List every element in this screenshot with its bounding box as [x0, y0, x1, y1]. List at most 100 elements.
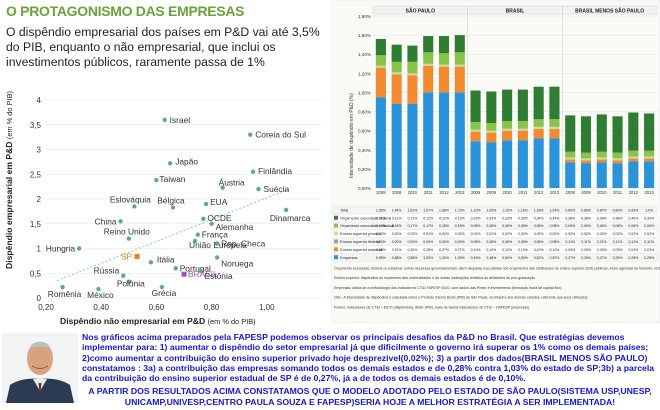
bar-x-tick: 2009	[487, 190, 497, 195]
bar-segment	[644, 150, 655, 157]
scatter-x-ticks: 0,20 0,40 0,60 0,80 1,00	[38, 303, 275, 312]
bar-segment	[391, 103, 402, 188]
scatter-y-axis-label: Dispêndio empresarial em P&D (em % do PI…	[4, 91, 14, 269]
table-cell: 0,08%	[518, 240, 528, 244]
bar-segment	[628, 158, 639, 162]
scatter-point-label: Polônia	[117, 279, 145, 289]
scatter-point-label: BRASIL	[188, 269, 218, 279]
bar-x-tick: 2008	[566, 190, 576, 195]
bar-segment	[502, 121, 513, 129]
bar-segment	[470, 90, 481, 123]
table-cell: 0,95%	[376, 256, 386, 260]
scatter-y-tick: 1	[37, 245, 42, 254]
table-cell: 0,02%	[581, 232, 591, 236]
scatter-y-tick: 4	[37, 96, 42, 105]
bar-segment	[486, 91, 497, 124]
scatter-point-label: OCDE	[207, 213, 232, 223]
bar-segment	[454, 92, 465, 188]
bar-y-tick: 0,60%	[358, 129, 371, 134]
table-cell: 0,02%	[644, 232, 654, 236]
bar-segment	[533, 138, 544, 188]
table-cell: 0,33%	[471, 216, 481, 220]
table-cell: 1,73%	[455, 208, 465, 212]
bar-panel-title: BRASIL MENOS SÃO PAULO	[575, 7, 644, 14]
bar-panel-title: BRASIL	[506, 8, 525, 14]
scatter-point-label: China	[95, 216, 117, 226]
scatter-point-label: Taiwan	[159, 174, 185, 184]
table-cell: 1,62%	[407, 208, 417, 212]
bar-segment	[517, 140, 528, 188]
bar-segment	[407, 103, 418, 188]
scatter-point	[76, 246, 82, 251]
bar-x-tick: 2009	[581, 190, 591, 195]
table-cell: 0,50%	[518, 256, 528, 260]
table-cell: 0,08%	[486, 224, 496, 228]
bar-segment	[375, 38, 386, 56]
bar-segment	[628, 156, 639, 159]
scatter-x-tick: 1,00	[259, 303, 275, 312]
table-cell: 0,03%	[644, 248, 654, 252]
scatter-y-tick: 2,5	[30, 170, 42, 179]
bar-x-tick: 2013	[550, 190, 560, 195]
bar-segment	[454, 35, 465, 53]
bar-x-tick: 2009	[392, 190, 402, 195]
bar-y-tick: 0,40%	[358, 148, 371, 153]
table-cell: 0,17%	[423, 224, 433, 228]
bar-segment	[375, 67, 386, 98]
table-row-label: Orçamento executado estadual	[340, 223, 394, 228]
bar-segment	[407, 75, 418, 104]
scatter-point-label: Estônia	[205, 271, 233, 281]
bar-y-tick: 1,20%	[358, 71, 371, 76]
table-cell: 0,28%	[423, 248, 433, 252]
bar-y-axis-label: Intensidade de dispêndio em P&D (%)	[349, 93, 355, 178]
table-cell: 0,08%	[486, 240, 496, 244]
table-cell: 1,56%	[376, 208, 386, 212]
table-cell: 0,02%	[628, 232, 638, 236]
table-row	[332, 253, 658, 262]
legend-swatch	[334, 223, 338, 228]
table-cell: 0,02%	[439, 232, 449, 236]
scatter-point	[220, 185, 225, 190]
table-cell: 0,52%	[534, 256, 544, 260]
table-cell: 0,10%	[518, 248, 528, 252]
bar-y-tick: 1,40%	[358, 52, 371, 57]
bar-segment	[438, 66, 450, 93]
table-cell: 0,27%	[439, 248, 449, 252]
bar-segment	[391, 74, 402, 104]
scatter-point-label: SP	[121, 251, 133, 261]
bar-segment	[470, 129, 481, 132]
table-cell: 0,00%	[407, 240, 417, 244]
bar-segment	[470, 122, 481, 130]
table-cell: 0,11%	[613, 240, 623, 244]
table-cell: 0,10%	[534, 248, 544, 252]
bar-segment	[612, 116, 623, 153]
bar-segment	[596, 151, 607, 158]
bar-y-tick: 0,80%	[358, 110, 371, 115]
scatter-point	[168, 161, 173, 166]
scatter-y-ticks: 0 0,5 1 1,5 2 2,5 3 3,5 4	[30, 96, 42, 303]
scatter-point	[148, 260, 154, 265]
bar-segment	[596, 157, 607, 160]
table-cell: 0,06%	[597, 224, 607, 228]
scatter-point-label: Alemanha	[216, 222, 254, 232]
scatter-point-label: Reino Unido	[104, 227, 150, 237]
scatter-point-label: Itália	[157, 254, 175, 264]
bar-x-tick: 2008	[471, 190, 481, 195]
scatter-point	[170, 205, 176, 210]
table-cell: 0,11%	[392, 216, 402, 220]
scatter-point-label: Noruega	[221, 258, 253, 268]
table-cell: 0,06%	[644, 224, 654, 228]
scatter-point-label: Romênia	[48, 289, 82, 299]
page-title: O PROTAGONISMO DAS EMPRESAS	[6, 3, 245, 19]
table-cell: 1,05%	[486, 208, 496, 212]
scatter-trendline	[56, 188, 290, 282]
scatter-point	[192, 238, 198, 244]
bar-segment	[612, 158, 623, 161]
table-cell: 0,02%	[549, 232, 559, 236]
legend-swatch	[334, 215, 338, 220]
table-cell: 0,48%	[486, 256, 496, 260]
bar-segment	[533, 128, 544, 139]
table-cell: 0,08%	[518, 224, 528, 228]
scatter-point-label: México	[87, 290, 114, 300]
scatter-chart: 0 0,5 1 1,5 2 2,5 3 3,5 4 0,20 0,40 0,60 0,80 1,00 I…	[4, 91, 322, 326]
